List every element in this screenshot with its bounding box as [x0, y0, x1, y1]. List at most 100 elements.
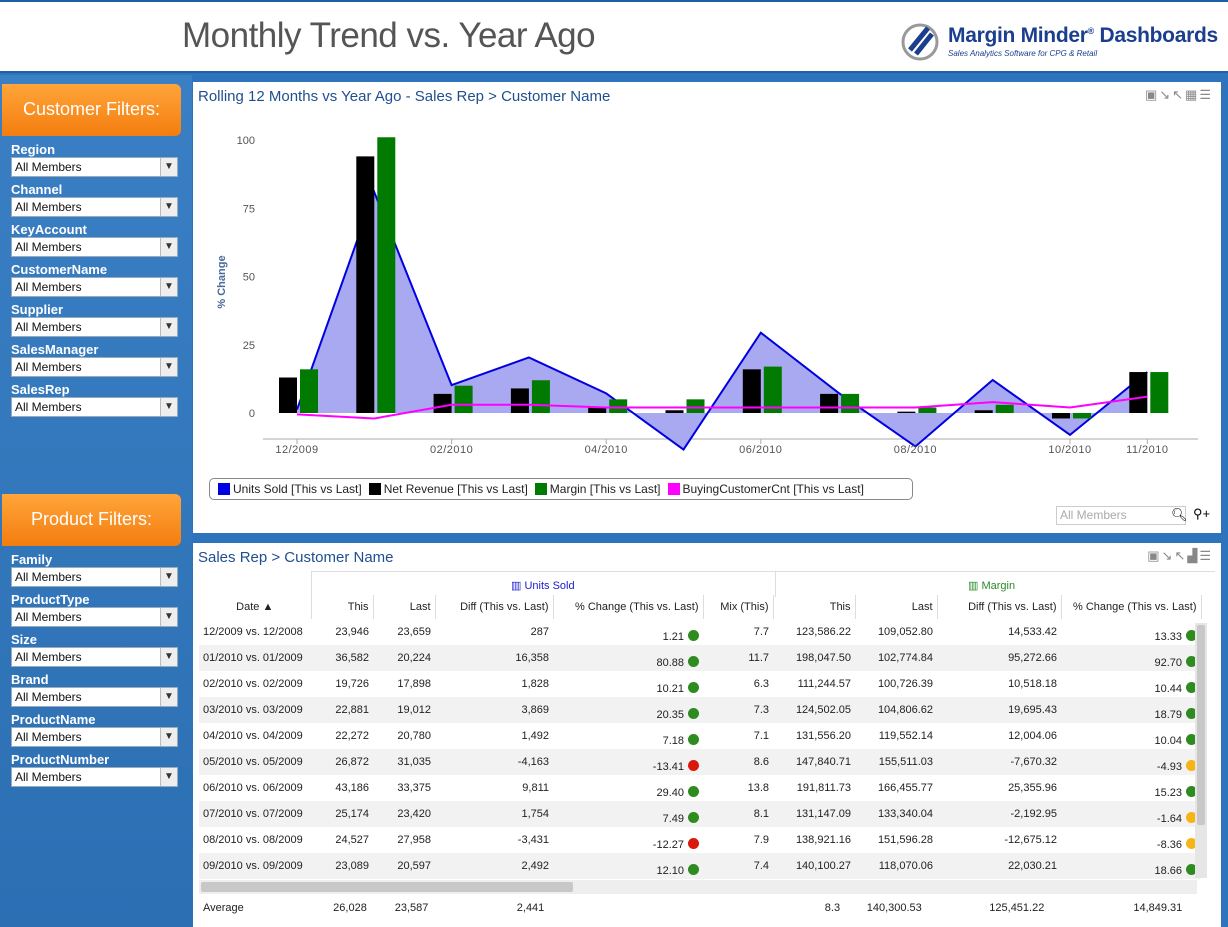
table-row[interactable]: 06/2010 vs. 06/2009 43,186 33,375 9,811 29.4…: [199, 775, 1201, 801]
table-row[interactable]: 07/2010 vs. 07/2009 25,174 23,420 1,754 7.49…: [199, 801, 1201, 827]
chevron-down-icon[interactable]: ▼: [160, 198, 177, 216]
table-row[interactable]: 02/2010 vs. 02/2009 19,726 17,898 1,828 10.2…: [199, 671, 1201, 697]
table-row[interactable]: 12/2009 vs. 12/2008 23,946 23,659 287 1.21 7.…: [199, 619, 1201, 645]
filter-select-family[interactable]: All Members ▼: [11, 567, 178, 587]
filter-select-supplier[interactable]: All Members ▼: [11, 317, 178, 337]
status-dot-icon: [1186, 681, 1197, 693]
table-cell: 20,597: [373, 853, 435, 879]
table-toolbar[interactable]: ▣↘↖▟☰: [1147, 548, 1213, 564]
status-dot-icon: [688, 681, 699, 693]
chevron-down-icon[interactable]: ▼: [160, 728, 177, 746]
column-header[interactable]: Date ▲: [199, 595, 312, 619]
table-cell: 13.8: [747, 782, 769, 794]
status-dot-icon: [688, 785, 699, 797]
legend-swatch: [534, 483, 547, 495]
net-revenue-bar: [1052, 413, 1070, 419]
filter-select-size[interactable]: All Members ▼: [11, 647, 178, 667]
table-cell: 17,898: [397, 678, 431, 690]
filter-select-channel[interactable]: All Members ▼: [11, 197, 178, 217]
table-row[interactable]: 05/2010 vs. 05/2009 26,872 31,035 -4,163 -13…: [199, 749, 1201, 775]
column-header[interactable]: Mix (This): [703, 595, 774, 619]
filter-select-keyaccount[interactable]: All Members ▼: [11, 237, 178, 257]
table-cell: 100,726.39: [877, 678, 933, 690]
table-panel: Sales Rep > Customer Name ▣↘↖▟☰ ▥ Units …: [193, 543, 1221, 927]
column-header[interactable]: Last: [855, 595, 938, 619]
search-icon[interactable]: 🔍︎: [1171, 507, 1188, 522]
margin-bar: [841, 393, 860, 413]
chevron-down-icon[interactable]: ▼: [160, 648, 177, 666]
column-header[interactable]: % Change (This vs. Last): [1061, 595, 1202, 619]
column-header[interactable]: This: [773, 595, 856, 619]
horizontal-scrollbar[interactable]: [199, 880, 1197, 894]
chevron-down-icon[interactable]: ▼: [160, 278, 177, 296]
table-row[interactable]: 03/2010 vs. 03/2009 22,881 19,012 3,869 20.3…: [199, 697, 1201, 723]
table-cell: 123,586.22: [795, 626, 851, 638]
chevron-down-icon[interactable]: ▼: [160, 318, 177, 336]
filter-select-brand[interactable]: All Members ▼: [11, 687, 178, 707]
summary-cell: 29,292: [432, 920, 548, 927]
column-header[interactable]: % Change (This vs. Last): [553, 595, 704, 619]
column-header[interactable]: Diff (This vs. Last): [937, 595, 1062, 619]
chevron-down-icon[interactable]: ▼: [160, 608, 177, 626]
table-cell: -4.93: [1061, 749, 1201, 775]
filter-label-channel: Channel: [11, 182, 63, 197]
table-cell: 24,527: [335, 834, 369, 846]
units-group: [311, 571, 775, 597]
summary-cell: 10.35: [548, 920, 695, 927]
chevron-down-icon[interactable]: ▼: [160, 568, 177, 586]
chevron-down-icon[interactable]: ▼: [160, 768, 177, 786]
table-cell: 109,052.80: [877, 626, 933, 638]
filter-select-salesmanager[interactable]: All Members ▼: [11, 357, 178, 377]
chevron-down-icon[interactable]: ▼: [160, 358, 177, 376]
cell-value: 10.21: [656, 682, 684, 695]
summary-cell: Total: [199, 920, 309, 927]
filter-select-productname[interactable]: All Members ▼: [11, 727, 178, 747]
column-header[interactable]: Last: [373, 595, 436, 619]
summary-cell: 23,587: [394, 902, 429, 914]
filter-label-size: Size: [11, 632, 38, 647]
summary-cell: [548, 896, 695, 920]
x-tick-label: 02/2010: [430, 444, 473, 456]
filter-select-region[interactable]: All Members ▼: [11, 157, 178, 177]
net-revenue-bar: [974, 410, 993, 413]
filter-select-producttype[interactable]: All Members ▼: [11, 607, 178, 627]
table-row[interactable]: 09/2010 vs. 09/2009 23,089 20,597 2,492 12.1…: [199, 853, 1201, 879]
vertical-scrollbar[interactable]: [1195, 623, 1207, 878]
x-tick-label: 08/2010: [894, 444, 937, 456]
x-tick-label: 12/2009: [275, 444, 318, 456]
table-cell: 111,244.57: [797, 678, 851, 690]
chevron-down-icon[interactable]: ▼: [160, 398, 177, 416]
member-search-input[interactable]: All Members: [1056, 506, 1186, 525]
column-header[interactable]: Diff (This vs. Last): [435, 595, 554, 619]
table-row[interactable]: 08/2010 vs. 08/2009 24,527 27,958 -3,431 -12…: [199, 827, 1201, 853]
table-cell: 166,455.77: [877, 782, 933, 794]
add-user-icon[interactable]: ⚲+: [1193, 506, 1211, 521]
table-cell: 198,047.50: [773, 645, 855, 671]
status-dot-icon: [1186, 707, 1197, 719]
legend-swatch: [218, 483, 230, 495]
table-row[interactable]: 01/2010 vs. 01/2009 36,582 20,224 16,358 80.…: [199, 645, 1201, 671]
chevron-down-icon[interactable]: ▼: [160, 688, 177, 706]
filter-value: All Members: [15, 200, 82, 214]
cell-value: 10.44: [1154, 682, 1182, 695]
cell-value: 7.18: [662, 734, 684, 747]
table-cell: 7.3: [703, 697, 773, 723]
chart-toolbar[interactable]: ▣↘↖▦☰: [1145, 87, 1213, 103]
column-header[interactable]: This: [311, 595, 374, 619]
filter-value: All Members: [15, 650, 82, 664]
cell-value: 92.70: [1154, 656, 1182, 669]
filter-value: All Members: [15, 240, 82, 254]
table-row[interactable]: 04/2010 vs. 04/2009 22,272 20,780 1,492 7.18…: [199, 723, 1201, 749]
cell-value: -8.36: [1156, 838, 1182, 851]
filter-select-customername[interactable]: All Members ▼: [11, 277, 178, 297]
filter-select-salesrep[interactable]: All Members ▼: [11, 397, 178, 417]
summary-cell: [695, 896, 763, 920]
table-cell: 25,174: [311, 801, 373, 827]
filter-select-productnumber[interactable]: All Members ▼: [11, 767, 178, 787]
table-cell: 22,881: [311, 697, 373, 723]
table-cell: 08/2010 vs. 08/2009: [203, 834, 303, 846]
chevron-down-icon[interactable]: ▼: [160, 238, 177, 256]
y-tick-label: 75: [243, 203, 255, 215]
chevron-down-icon[interactable]: ▼: [160, 158, 177, 176]
table-cell: 1,828: [521, 678, 549, 690]
